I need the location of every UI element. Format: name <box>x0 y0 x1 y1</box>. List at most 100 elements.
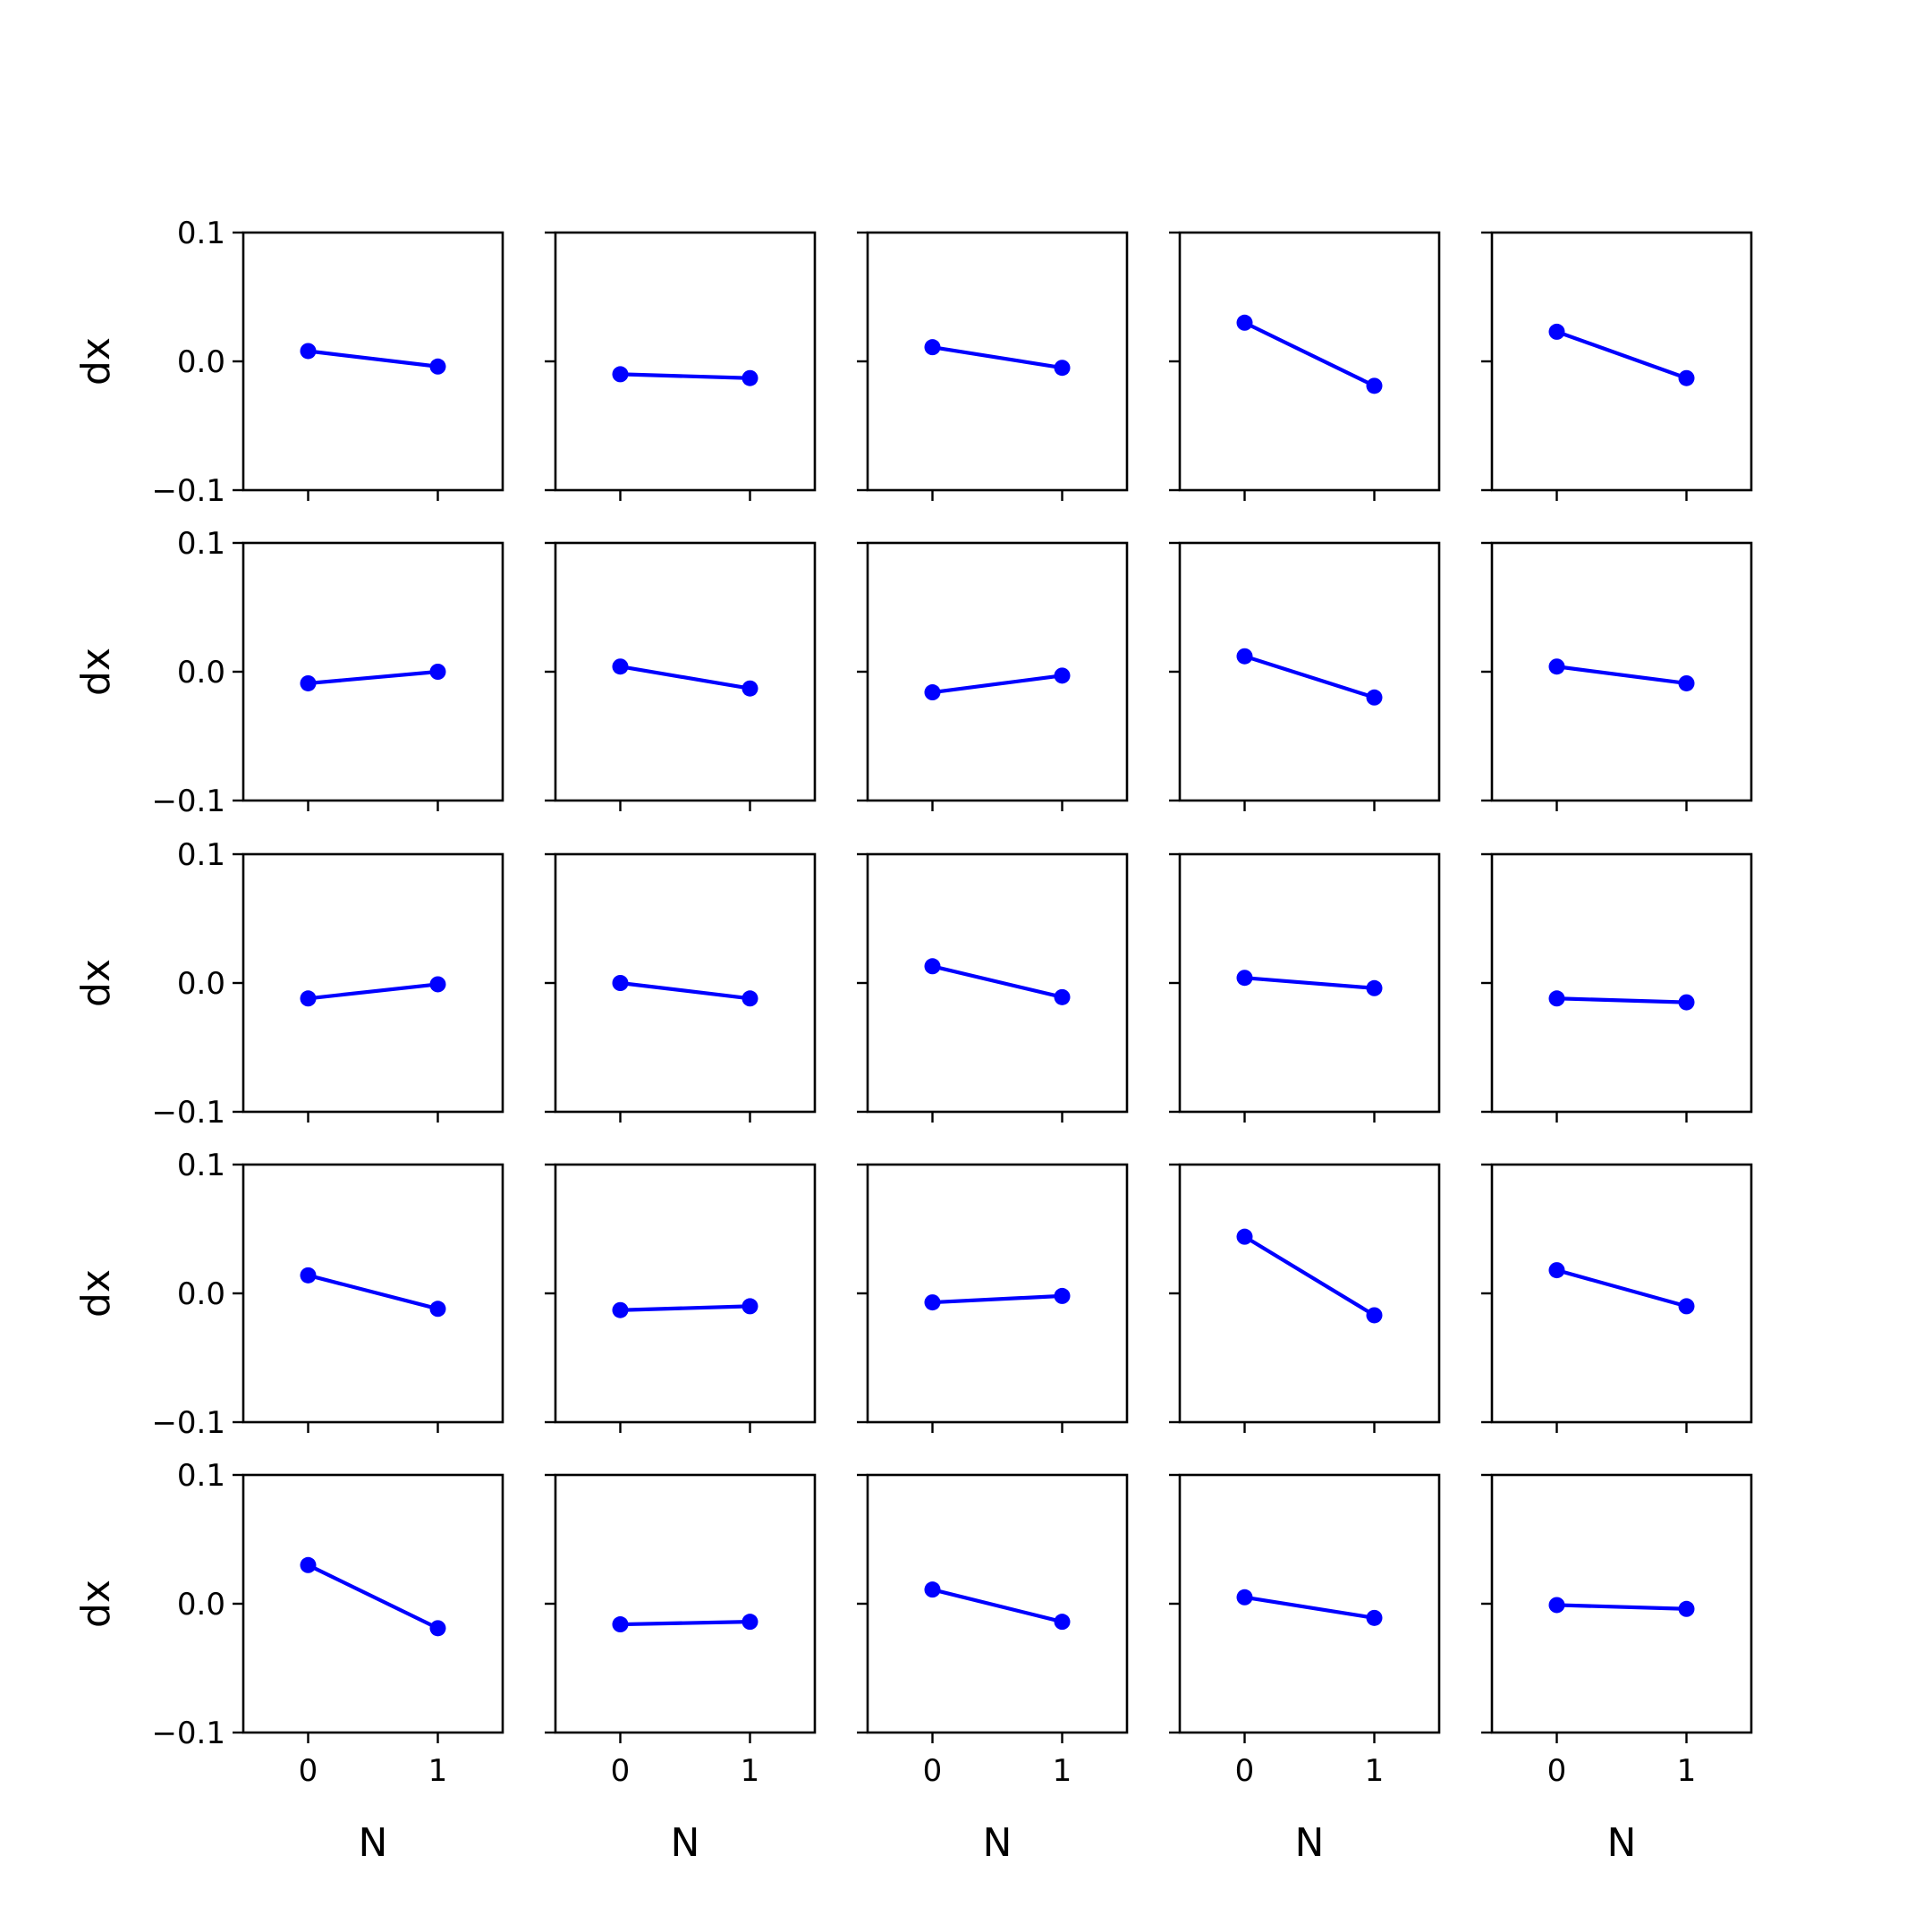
panel-r2-c2-point-1 <box>741 680 758 697</box>
panel-r1-c4-frame <box>1178 231 1441 492</box>
panel-r3-c2-point-0 <box>612 975 629 991</box>
panel-r5-c1-series-line <box>306 1563 440 1631</box>
panel-r1-c3-series-line <box>930 345 1064 370</box>
panel-r1-c4 <box>1169 231 1441 501</box>
panel-r4-c3-point-1 <box>1054 1287 1071 1304</box>
ytick-label-row2-2: −0.1 <box>151 784 225 819</box>
panel-r2-c5-point-0 <box>1548 658 1565 675</box>
panel-r3-c1: 0.1 0.0 −0.1 dx <box>73 837 504 1131</box>
panel-r1-c1-point-1 <box>429 358 446 375</box>
panel-r3-c3-point-0 <box>924 958 941 975</box>
x-axis-label-col4: N <box>1295 1820 1325 1866</box>
panel-r4-c5 <box>1481 1163 1753 1433</box>
panel-r3-c5-point-0 <box>1548 990 1565 1007</box>
x-axis-label-col5: N <box>1607 1820 1637 1866</box>
panel-r1-c2-frame <box>554 231 817 492</box>
panel-r5-c4-series-line <box>1242 1595 1377 1620</box>
panel-r5-c2-frame <box>554 1473 817 1734</box>
ytick-label-row1-1: 0.0 <box>177 344 225 380</box>
panel-r3-c5 <box>1481 852 1753 1123</box>
y-axis-label-row2: dx <box>73 648 119 696</box>
panel-r3-c2-frame <box>554 852 817 1114</box>
panel-r3-c4-point-1 <box>1366 979 1383 996</box>
panel-r4-c3-frame <box>866 1163 1129 1424</box>
panel-r4-c5-series-line <box>1555 1267 1689 1309</box>
panel-r3-c5-frame <box>1490 852 1753 1114</box>
panel-r2-c4-point-0 <box>1236 648 1253 665</box>
panel-r3-c4-point-0 <box>1236 970 1253 987</box>
panel-r4-c1-point-1 <box>429 1301 446 1318</box>
panel-r2-c3-frame <box>866 541 1129 802</box>
panel-r5-c5-point-1 <box>1678 1600 1695 1617</box>
panel-r5-c1-point-1 <box>429 1620 446 1637</box>
panel-r2-c1-frame <box>242 541 504 802</box>
panel-r4-c4 <box>1169 1163 1441 1433</box>
panel-r2-c3-point-1 <box>1054 667 1071 684</box>
panel-r4-c2-frame <box>554 1163 817 1424</box>
panel-r2-c1-point-0 <box>300 674 317 691</box>
panel-r1-c3 <box>857 231 1129 501</box>
panel-r1-c4-point-1 <box>1366 377 1383 394</box>
panel-r2-c1: 0.1 0.0 −0.1 dx <box>73 526 504 819</box>
ytick-label-row2-1: 0.0 <box>177 655 225 691</box>
panel-r4-c5-frame <box>1490 1163 1753 1424</box>
ytick-label-row4-2: −0.1 <box>151 1405 225 1441</box>
panel-r2-c5-point-1 <box>1678 674 1695 691</box>
panel-r3-c3 <box>857 852 1129 1123</box>
panel-r1-c2-point-0 <box>612 366 629 383</box>
panel-r4-c4-point-1 <box>1366 1307 1383 1324</box>
panel-r5-c4: 0 1 N <box>1169 1473 1441 1866</box>
panel-r4-c1-series-line <box>306 1273 440 1311</box>
panel-r2-c3-point-0 <box>924 684 941 701</box>
panel-r1-c1-series-line <box>306 349 440 369</box>
panel-r4-c2-point-0 <box>612 1301 629 1318</box>
panel-r5-c2: 0 1 N <box>545 1473 817 1866</box>
panel-r4-c4-series-line <box>1242 1234 1377 1318</box>
panel-r3-c2-point-1 <box>741 990 758 1007</box>
x-axis-label-col3: N <box>983 1820 1013 1866</box>
xtick-label-col3-0: 0 <box>923 1753 943 1789</box>
panel-r2-c5-frame <box>1490 541 1753 802</box>
panel-r2-c5 <box>1481 541 1753 811</box>
panel-r2-c5-series-line <box>1555 665 1689 686</box>
ytick-label-row3-2: −0.1 <box>151 1095 225 1131</box>
panel-r1-c1-frame <box>242 231 504 492</box>
panel-r4-c1-point-0 <box>300 1267 317 1284</box>
panel-r3-c4 <box>1169 852 1441 1123</box>
panel-r1-c2 <box>545 231 817 501</box>
panel-r3-c2-series-line <box>618 980 752 1001</box>
ytick-label-row3-0: 0.1 <box>177 837 225 873</box>
panel-r1-c2-series-line <box>618 372 752 380</box>
panel-r5-c3-point-0 <box>924 1581 941 1598</box>
panel-r1-c5-point-1 <box>1678 369 1695 386</box>
panel-r5-c1-point-0 <box>300 1556 317 1573</box>
ytick-label-row5-1: 0.0 <box>177 1587 225 1623</box>
x-axis-label-col2: N <box>671 1820 700 1866</box>
panel-r5-c5-point-0 <box>1548 1597 1565 1614</box>
panel-r2-c2 <box>545 541 817 811</box>
xtick-label-col1-0: 0 <box>299 1753 318 1789</box>
panel-r5-c2-point-1 <box>741 1614 758 1631</box>
panel-r5-c2-series-line <box>618 1620 752 1627</box>
panel-r1-c4-series-line <box>1242 320 1377 388</box>
xtick-label-col5-0: 0 <box>1547 1753 1567 1789</box>
panel-r5-c2-point-0 <box>612 1616 629 1633</box>
panel-r4-c1: 0.1 0.0 −0.1 dx <box>73 1148 504 1441</box>
xtick-label-col2-0: 0 <box>611 1753 631 1789</box>
panel-r4-c3-point-0 <box>924 1294 941 1311</box>
ytick-label-row4-1: 0.0 <box>177 1276 225 1312</box>
panel-r4-c4-point-0 <box>1236 1228 1253 1245</box>
y-axis-label-row1: dx <box>73 337 119 386</box>
ytick-label-row5-2: −0.1 <box>151 1716 225 1751</box>
panel-r3-c3-point-1 <box>1054 988 1071 1005</box>
ytick-label-row4-0: 0.1 <box>177 1148 225 1183</box>
y-axis-label-row5: dx <box>73 1580 119 1628</box>
panel-r3-c4-series-line <box>1242 976 1377 990</box>
panel-r5-c3-point-1 <box>1054 1614 1071 1631</box>
panel-r2-c1-point-1 <box>429 664 446 680</box>
panel-r4-c5-point-1 <box>1678 1298 1695 1315</box>
panel-r4-c2-point-1 <box>741 1298 758 1315</box>
panel-r4-c5-point-0 <box>1548 1262 1565 1279</box>
panel-r5-c1: 0.1 0.0 −0.1 0 1 dx N <box>73 1458 504 1866</box>
xtick-label-col4-1: 1 <box>1365 1753 1385 1789</box>
